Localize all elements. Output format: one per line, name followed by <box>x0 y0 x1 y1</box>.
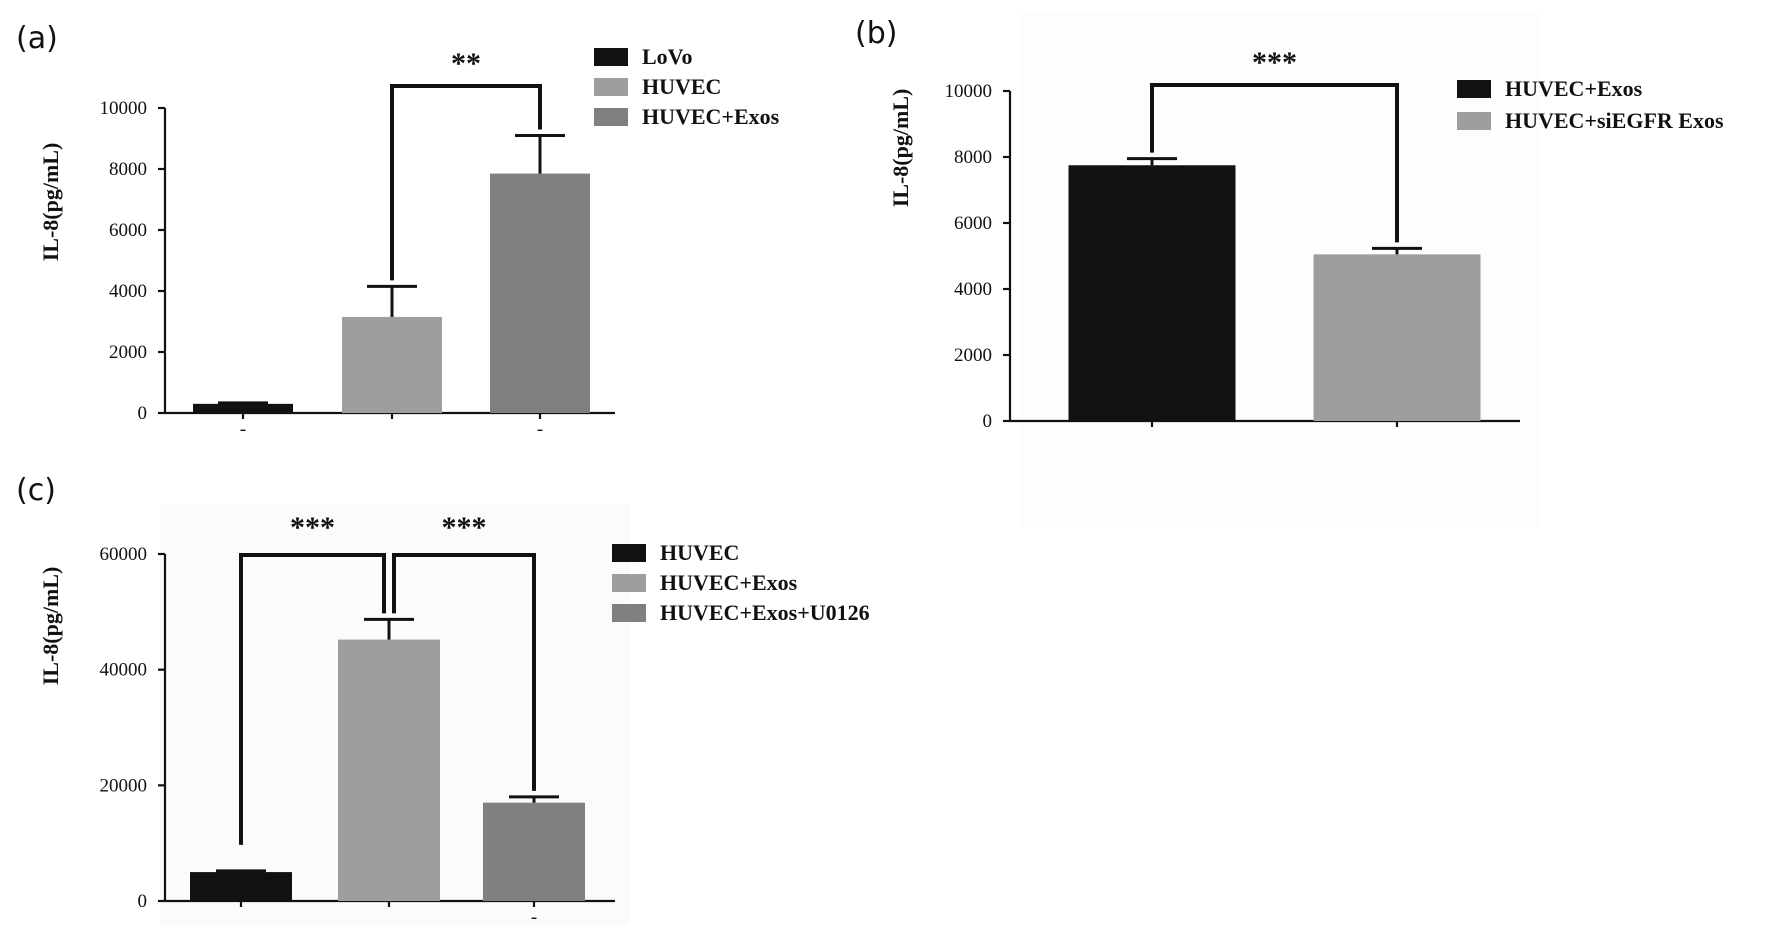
y-tick-label: 40000 <box>100 660 148 681</box>
significance-label: ** <box>451 47 481 80</box>
bar <box>190 872 292 901</box>
bar <box>342 316 442 413</box>
y-tick-label: 10000 <box>100 98 148 119</box>
legend-swatch <box>612 544 646 562</box>
significance-bracket <box>239 553 386 845</box>
panel-b-label: (b) <box>855 16 897 51</box>
bar <box>483 802 585 901</box>
bar <box>1313 254 1481 421</box>
y-axis-title: IL-8(pg/mL) <box>888 89 913 208</box>
significance-label: *** <box>290 511 335 544</box>
significance-label: *** <box>442 511 487 544</box>
y-tick-label: 60000 <box>100 544 148 565</box>
y-tick-label: 2000 <box>954 345 992 366</box>
y-tick-label: 6000 <box>954 213 992 234</box>
y-tick-label: 10000 <box>945 81 993 102</box>
x-tick-label: - <box>531 907 537 928</box>
legend-label: HUVEC+Exos+U0126 <box>660 600 870 625</box>
significance-bracket <box>390 84 542 281</box>
chart-panel-c: 0 20000 40000 60000 IL-8(pg/mL) - HUVEC HUVEC+E… <box>38 511 870 928</box>
legend-label: HUVEC+Exos <box>642 104 780 129</box>
bar <box>490 173 590 413</box>
bar <box>1068 165 1236 421</box>
bar <box>338 639 440 901</box>
y-tick-label: 0 <box>138 891 148 912</box>
y-axis-title: IL-8(pg/mL) <box>38 567 63 686</box>
legend-label: HUVEC+siEGFR Exos <box>1505 108 1724 133</box>
y-tick-label: 4000 <box>954 279 992 300</box>
legend-swatch <box>612 604 646 622</box>
x-tick-label: - <box>537 419 543 440</box>
panel-c-label: (c) <box>16 473 56 508</box>
legend-label: HUVEC+Exos <box>1505 76 1643 101</box>
legend-swatch <box>594 108 628 126</box>
legend-swatch <box>1457 112 1491 130</box>
significance-bracket <box>392 553 536 791</box>
y-axis-title: IL-8(pg/mL) <box>38 143 63 262</box>
y-tick-label: 20000 <box>100 775 148 796</box>
bar <box>193 403 293 413</box>
legend-label: HUVEC <box>642 74 721 99</box>
legend-swatch <box>612 574 646 592</box>
significance-bracket <box>1150 83 1399 243</box>
chart-panel-b: 0 2000 4000 6000 8000 10000 IL-8(pg/mL) HUVEC+E… <box>888 46 1724 432</box>
y-tick-label: 4000 <box>109 281 147 302</box>
legend-swatch <box>594 78 628 96</box>
y-tick-label: 0 <box>138 403 148 424</box>
legend-label: LoVo <box>642 44 693 69</box>
legend-swatch <box>594 48 628 66</box>
chart-panel-a: 0 2000 4000 6000 8000 10000 IL-8(pg/mL) - - LoVo H… <box>38 44 780 440</box>
y-tick-label: 0 <box>983 411 993 432</box>
significance-label: *** <box>1252 46 1297 79</box>
y-tick-label: 8000 <box>109 159 147 180</box>
x-tick-label: - <box>240 419 246 440</box>
legend-swatch <box>1457 80 1491 98</box>
legend-label: HUVEC <box>660 540 739 565</box>
y-tick-label: 8000 <box>954 147 992 168</box>
panel-a-label: (a) <box>16 21 58 56</box>
y-tick-label: 6000 <box>109 220 147 241</box>
legend-label: HUVEC+Exos <box>660 570 798 595</box>
y-tick-label: 2000 <box>109 342 147 363</box>
